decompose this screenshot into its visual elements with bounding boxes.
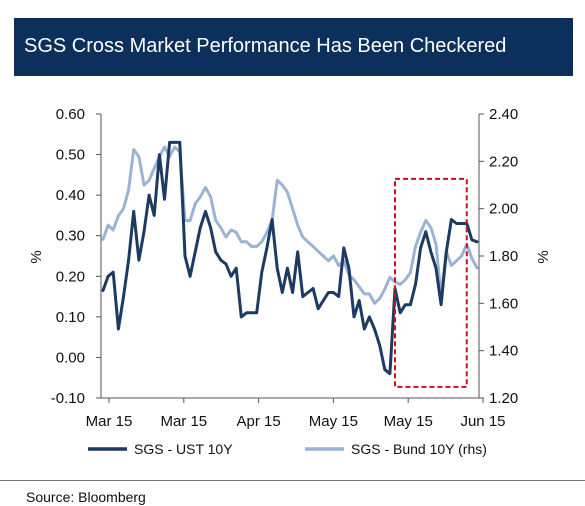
x-tick-label: May 15 — [309, 413, 358, 430]
legend: SGS - UST 10Y SGS - Bund 10Y (rhs) — [88, 441, 487, 457]
y-right-tick-label: 1.40 — [489, 343, 518, 360]
y-right-unit: % — [535, 250, 552, 263]
series-line-sgs-bund — [101, 145, 479, 305]
y-right-tick-label: 2.00 — [489, 201, 518, 218]
y-left-tick-label: 0.10 — [56, 309, 85, 326]
y-left-tick-label: 0.50 — [56, 147, 85, 164]
legend-label-sgs-bund: SGS - Bund 10Y (rhs) — [351, 441, 487, 457]
y-left-unit: % — [28, 250, 45, 263]
y-right-tick-label: 1.80 — [489, 248, 518, 265]
chart-title: SGS Cross Market Performance Has Been Ch… — [24, 35, 507, 57]
y-left-tick-label: 0.40 — [56, 187, 85, 204]
x-tick-label: Apr 15 — [236, 413, 280, 430]
y-right-tick-label: 2.40 — [489, 106, 518, 123]
x-tick-label: Mar 15 — [86, 413, 133, 430]
y-right-tick-label: 2.20 — [489, 153, 518, 170]
x-tick-label: Jun 15 — [460, 413, 505, 430]
title-bar: SGS Cross Market Performance Has Been Ch… — [14, 18, 573, 76]
legend-label-sgs-ust: SGS - UST 10Y — [134, 441, 233, 457]
y-left-tick-label: -0.10 — [51, 390, 85, 407]
y-left-tick-label: 0.20 — [56, 268, 85, 285]
series-line-sgs-ust — [101, 140, 479, 376]
chart-area: % % 0.60 0.50 0.40 0.30 0.20 0.10 0.00 -0.10 2.… — [28, 106, 552, 457]
x-tick-label: May 15 — [384, 413, 433, 430]
y-right-tick-label: 1.20 — [489, 390, 518, 407]
source-divider — [0, 480, 585, 481]
y-left-tick-label: 0.60 — [56, 106, 85, 123]
y-left-tick-label: 0.30 — [56, 228, 85, 245]
y-left-tick-label: 0.00 — [56, 349, 85, 366]
highlight-box — [394, 177, 468, 388]
source-note: Source: Bloomberg — [26, 489, 146, 505]
y-right-tick-label: 1.60 — [489, 295, 518, 312]
x-tick-label: Mar 15 — [160, 413, 207, 430]
